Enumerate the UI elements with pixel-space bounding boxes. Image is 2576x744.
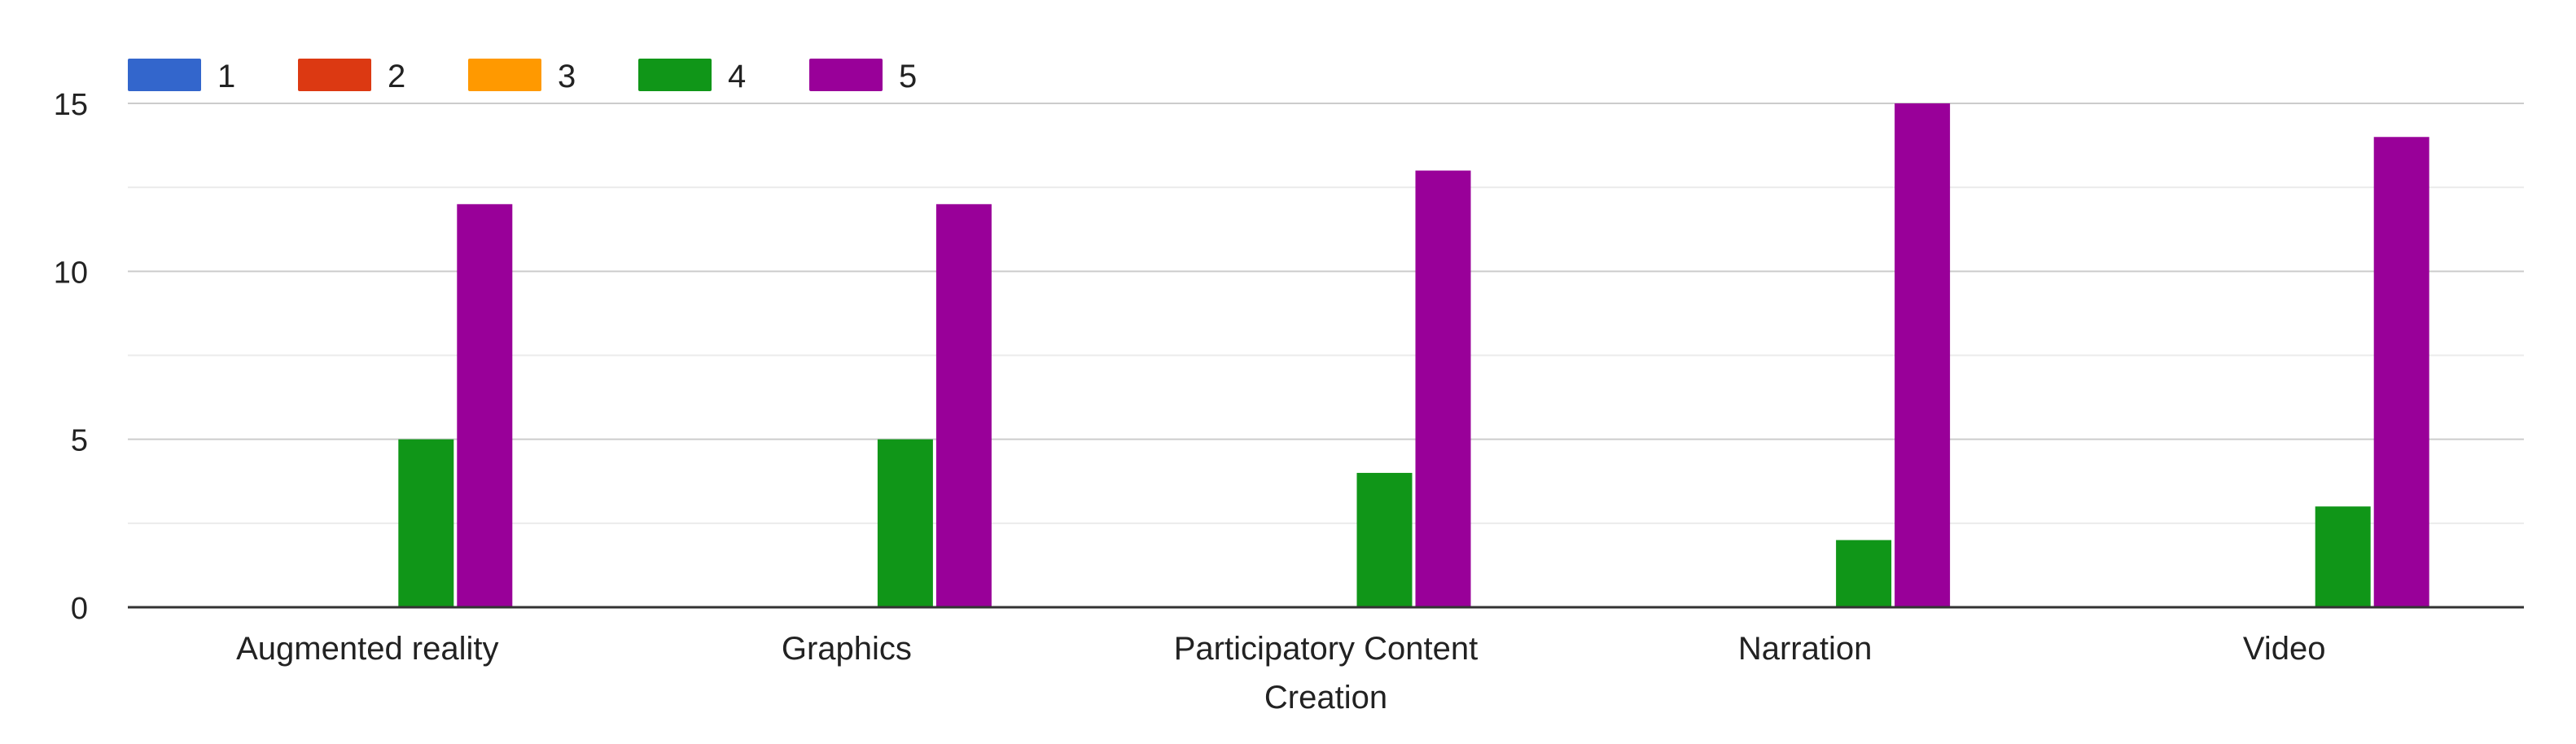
legend-item-1: 1	[128, 59, 235, 94]
x-tick-label: Augmented reality	[236, 631, 498, 667]
legend-swatch	[468, 59, 541, 91]
y-tick-label: 5	[71, 424, 88, 458]
bar-series-4-1	[877, 439, 933, 607]
x-tick-label: Narration	[1738, 631, 1873, 667]
bar-series-4-4	[2315, 506, 2371, 607]
y-tick-label: 15	[54, 88, 88, 122]
legend-label: 5	[899, 59, 917, 94]
legend-item-2: 2	[298, 59, 405, 94]
bar-series-5-3	[1895, 103, 1951, 607]
y-tick-label: 10	[54, 256, 88, 290]
y-tick-label: 0	[71, 592, 88, 626]
legend-label: 1	[217, 59, 235, 94]
legend-item-4: 4	[638, 59, 746, 94]
bars	[128, 103, 2524, 609]
legend-item-3: 3	[468, 59, 576, 94]
grid-layer	[128, 103, 2524, 524]
legend-swatch	[128, 59, 201, 91]
bar-series-4-0	[398, 439, 454, 607]
legend-item-5: 5	[809, 59, 917, 94]
legend-swatch	[809, 59, 883, 91]
bar-series-5-2	[1415, 170, 1471, 608]
bar-series-5-0	[457, 204, 513, 608]
y-axis: 0 5 10 15	[54, 88, 88, 626]
legend-swatch	[298, 59, 371, 91]
legend-label: 2	[388, 59, 405, 94]
legend-label: 3	[558, 59, 576, 94]
x-tick-label: Graphics	[782, 631, 912, 667]
x-tick-label: Video	[2243, 631, 2326, 667]
legend-label: 4	[728, 59, 746, 94]
bar-series-4-3	[1836, 540, 1892, 607]
legend-swatch	[638, 59, 712, 91]
bar-series-4-2	[1356, 472, 1413, 607]
x-tick-label: Participatory Content Creation	[1174, 631, 1479, 716]
legend: 1 2 3 4 5	[128, 59, 917, 94]
bar-series-5-1	[935, 204, 992, 608]
bar-series-5-4	[2373, 137, 2429, 607]
x-axis: Augmented reality Graphics Participatory C…	[236, 631, 2325, 716]
